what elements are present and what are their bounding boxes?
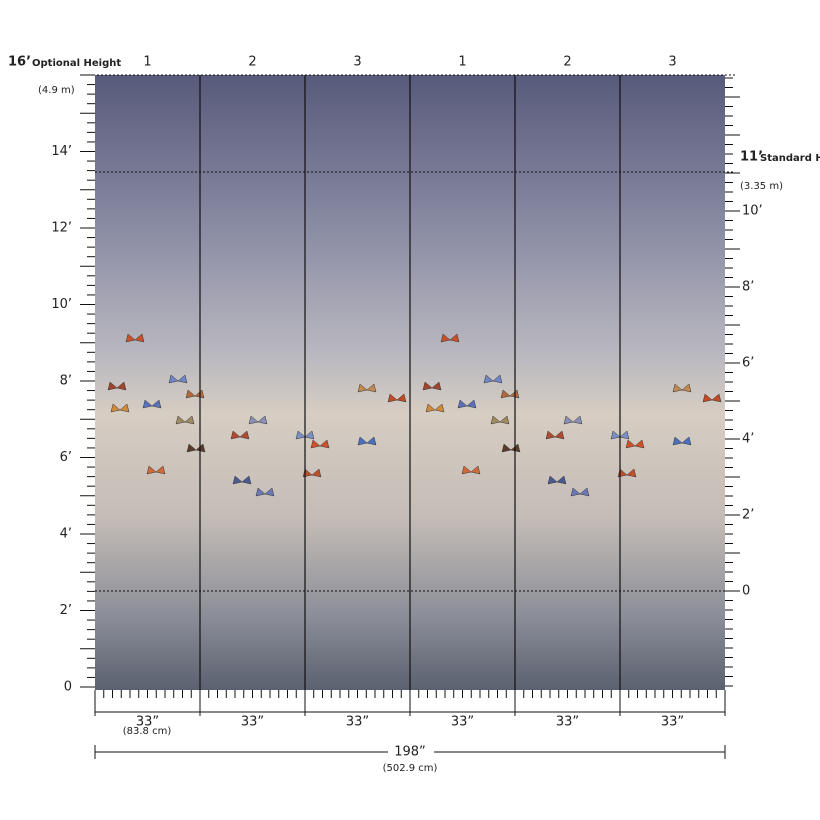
butterfly (146, 465, 166, 475)
butterfly (357, 383, 377, 393)
butterfly (457, 399, 477, 409)
standard-label: Standard Height (760, 153, 820, 164)
butterfly (248, 415, 268, 425)
decoration (107, 333, 722, 497)
right-scale-label: 10’ (742, 204, 763, 219)
panel-width: 33” (136, 715, 159, 730)
panel-dividers (199, 75, 621, 690)
left-scale-label: 10’ (51, 297, 72, 312)
butterfly (617, 468, 637, 478)
butterfly (422, 381, 442, 391)
panel-width: 33” (451, 715, 474, 730)
butterfly (302, 468, 322, 478)
panel-number: 1 (143, 55, 151, 70)
panel-width: 33” (556, 715, 579, 730)
standard-feet: 11’ (740, 150, 763, 165)
total-metric: (502.9 cm) (383, 763, 438, 774)
butterfly (547, 475, 567, 485)
panel-number: 2 (563, 55, 571, 70)
butterfly (295, 430, 315, 440)
left-scale-label: 8’ (60, 374, 72, 389)
panel-number: 3 (668, 55, 676, 70)
label-bg (388, 744, 434, 760)
panel-number: 1 (458, 55, 466, 70)
butterfly (545, 430, 565, 440)
left-scale-label: 4’ (60, 527, 72, 542)
butterfly (440, 333, 460, 343)
butterfly (230, 430, 250, 440)
total-width: 198” (394, 745, 426, 760)
right-scale-label: 0 (742, 584, 750, 599)
butterfly (255, 487, 275, 497)
panel-metric: (83.8 cm) (123, 726, 172, 737)
left-scale-label: 6’ (60, 450, 72, 465)
butterfly (702, 393, 722, 403)
optional-label: Optional Height (32, 58, 121, 69)
optional-feet: 16’ (8, 55, 31, 70)
left-scale-label: 12’ (51, 221, 72, 236)
right-scale-label: 6’ (742, 356, 754, 371)
butterfly (357, 436, 377, 446)
butterfly (570, 487, 590, 497)
panel-width: 33” (661, 715, 684, 730)
butterfly (563, 415, 583, 425)
butterfly (107, 381, 127, 391)
height-lines (85, 74, 735, 592)
butterfly (168, 374, 188, 384)
left-scale-label: 14’ (51, 144, 72, 159)
optional-metric: (4.9 m) (38, 85, 75, 96)
panel-number: 3 (353, 55, 361, 70)
butterfly (425, 403, 445, 413)
panel-number: 2 (248, 55, 256, 70)
right-scale-label: 8’ (742, 280, 754, 295)
butterfly (461, 465, 481, 475)
left-scale-label: 0 (64, 680, 72, 695)
butterfly (672, 436, 692, 446)
butterfly (610, 430, 630, 440)
panel-width: 33” (241, 715, 264, 730)
butterfly (310, 439, 330, 449)
left-scale-label: 2’ (60, 603, 72, 618)
butterfly (232, 475, 252, 485)
butterfly (142, 399, 162, 409)
butterfly (125, 333, 145, 343)
butterfly (672, 383, 692, 393)
right-scale-label: 2’ (742, 508, 754, 523)
butterfly (625, 439, 645, 449)
standard-metric: (3.35 m) (740, 181, 783, 192)
butterfly (387, 393, 407, 403)
butterfly (175, 415, 195, 425)
panel-width: 33” (346, 715, 369, 730)
right-scale-label: 4’ (742, 432, 754, 447)
butterfly (110, 403, 130, 413)
butterfly (483, 374, 503, 384)
butterfly (490, 415, 510, 425)
